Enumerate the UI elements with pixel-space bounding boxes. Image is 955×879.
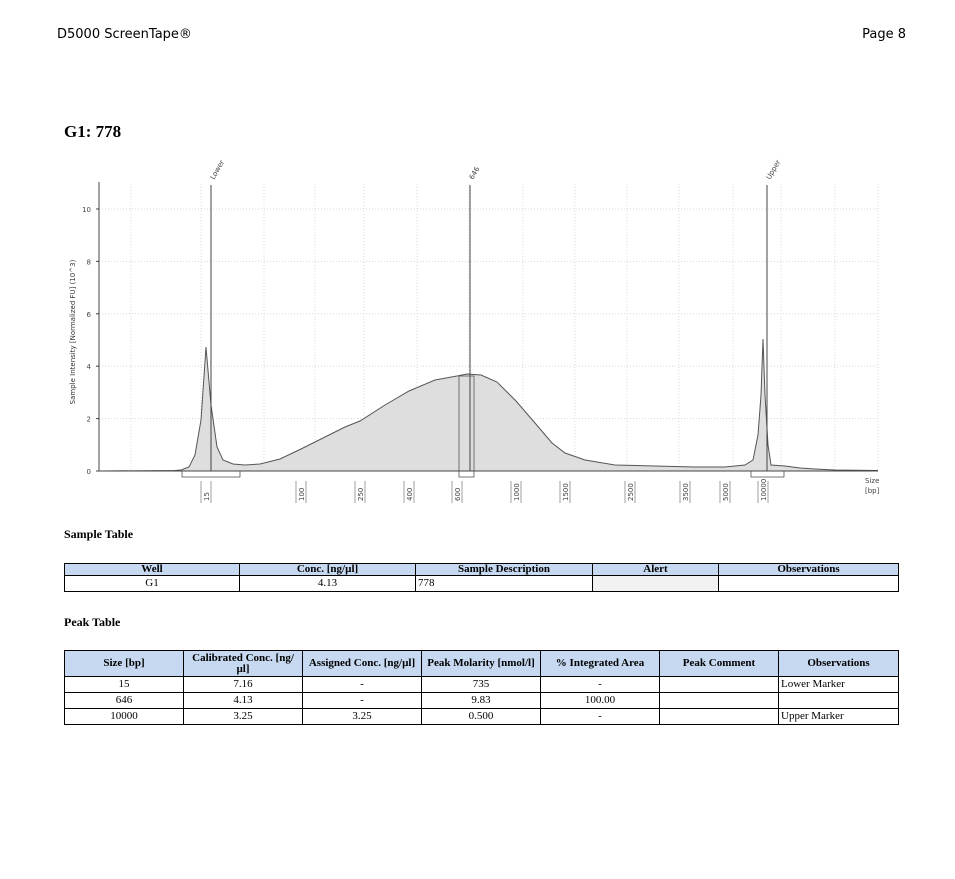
sample-col-conc: Conc. [ng/µl] (239, 563, 416, 576)
peak-col-observations: Observations (778, 650, 899, 677)
peak-label: Lower (209, 159, 226, 181)
chart-trace (98, 185, 879, 478)
sample-col-well: Well (64, 563, 240, 576)
x-tick-label: 5000 (722, 483, 730, 501)
sample-table: Well Conc. [ng/µl] Sample Description Al… (64, 563, 899, 592)
sample-alert (592, 575, 719, 592)
x-tick-label: 100 (298, 488, 306, 501)
peak-size: 15 (64, 676, 184, 693)
peak-integrated-area: - (540, 676, 660, 693)
peak-label: 646 (468, 165, 482, 181)
electropherogram-chart: 0 2 4 6 8 10 Lower 646 Upper 15 100 250 400 600 1000 15… (69, 159, 880, 503)
peak-size: 646 (64, 692, 184, 709)
peak-col-integrated-area: % Integrated Area (540, 650, 660, 677)
y-axis-label: Sample Intensity [Normalized FU] (10^3) (69, 259, 77, 404)
sample-col-alert: Alert (592, 563, 719, 576)
integration-box (181, 470, 241, 478)
page-number: Page 8 (862, 27, 906, 42)
table-row: G1 4.13 778 (64, 575, 899, 592)
x-tick-label: 3500 (682, 483, 690, 501)
peak-molarity: 0.500 (421, 708, 541, 725)
x-tick-label: 2500 (627, 483, 635, 501)
peak-comment (659, 676, 779, 693)
sample-col-observations: Observations (718, 563, 899, 576)
peak-calibrated-conc: 4.13 (183, 692, 303, 709)
peak-table: Size [bp] Calibrated Conc. [ng/µl] Assig… (64, 650, 899, 725)
chart-area-fill (99, 339, 878, 471)
table-row: 15 7.16 - 735 - Lower Marker (64, 676, 899, 693)
x-tick-label: 15 (203, 492, 211, 501)
table-row: 10000 3.25 3.25 0.500 - Upper Marker (64, 708, 899, 725)
peak-col-assigned-conc: Assigned Conc. [ng/µl] (302, 650, 422, 677)
peak-observations: Lower Marker (778, 676, 899, 693)
x-tick-label: 1000 (513, 483, 521, 501)
sample-conc: 4.13 (239, 575, 416, 592)
table-row: 646 4.13 - 9.83 100.00 (64, 692, 899, 709)
peak-comment (659, 692, 779, 709)
x-tick-label: 250 (357, 488, 365, 501)
peak-observations (778, 692, 899, 709)
peak-assigned-conc: 3.25 (302, 708, 422, 725)
peak-observations: Upper Marker (778, 708, 899, 725)
page-header-title: D5000 ScreenTape® (57, 27, 192, 42)
peak-integrated-area: - (540, 708, 660, 725)
peak-label: Upper (765, 159, 783, 181)
sample-table-title: Sample Table (64, 527, 134, 541)
x-axis-unit: [bp] (865, 487, 880, 495)
peak-col-comment: Peak Comment (659, 650, 779, 677)
peak-integrated-area: 100.00 (540, 692, 660, 709)
y-tick-label: 2 (87, 416, 91, 424)
chart-line (98, 338, 879, 472)
peak-molarity: 9.83 (421, 692, 541, 709)
x-tick-label: 600 (454, 488, 462, 501)
sample-well: G1 (64, 575, 240, 592)
sample-description: 778 (415, 575, 593, 592)
y-tick-label: 0 (87, 468, 91, 476)
integration-box (750, 470, 785, 478)
sample-observations (718, 575, 899, 592)
x-tick-label: 1500 (562, 483, 570, 501)
peak-assigned-conc: - (302, 676, 422, 693)
sample-title: G1: 778 (64, 122, 122, 141)
y-tick-label: 10 (82, 206, 91, 214)
peak-size: 10000 (64, 708, 184, 725)
y-tick-label: 8 (87, 258, 91, 266)
peak-calibrated-conc: 3.25 (183, 708, 303, 725)
x-tick-label: 10000 (760, 479, 768, 501)
peak-col-molarity: Peak Molarity [nmol/l] (421, 650, 541, 677)
y-tick-label: 6 (87, 311, 92, 319)
x-axis-label: Size (865, 477, 879, 485)
peak-col-calibrated-conc: Calibrated Conc. [ng/µl] (183, 650, 303, 677)
peak-col-size: Size [bp] (64, 650, 184, 677)
x-tick-label: 400 (406, 488, 414, 501)
peak-molarity: 735 (421, 676, 541, 693)
integration-box (458, 470, 475, 478)
y-tick-label: 4 (87, 363, 92, 371)
peak-table-title: Peak Table (64, 615, 121, 629)
peak-comment (659, 708, 779, 725)
peak-assigned-conc: - (302, 692, 422, 709)
peak-calibrated-conc: 7.16 (183, 676, 303, 693)
sample-col-description: Sample Description (415, 563, 593, 576)
